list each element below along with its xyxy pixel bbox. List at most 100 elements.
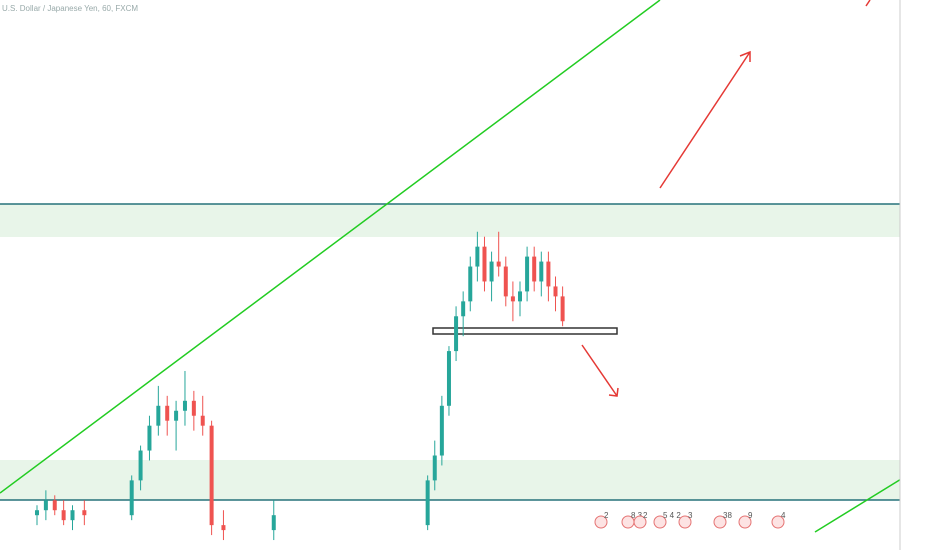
candle	[510, 281, 515, 322]
arrow	[581, 344, 618, 397]
zone	[0, 204, 900, 237]
candle	[271, 500, 276, 541]
candle	[475, 231, 480, 282]
range-box	[432, 327, 618, 335]
candle	[43, 490, 48, 521]
candle-body	[191, 400, 196, 416]
candle-body	[221, 525, 226, 531]
event-icon	[713, 515, 727, 529]
candle-body	[138, 450, 143, 481]
candle	[147, 415, 152, 461]
trend-line	[0, 0, 661, 494]
candle	[517, 281, 522, 317]
candle	[129, 475, 134, 521]
candle-body	[468, 266, 473, 302]
candle-body	[165, 405, 170, 421]
candle-body	[503, 266, 508, 297]
price-axis	[900, 0, 932, 550]
zone	[0, 460, 900, 500]
event-icon	[738, 515, 752, 529]
candle	[482, 236, 487, 292]
candle-body	[147, 425, 152, 451]
candle-body	[482, 246, 487, 282]
candle-body	[156, 405, 161, 426]
candle	[454, 306, 459, 362]
event-label: 38	[723, 511, 732, 520]
candle	[191, 390, 196, 431]
candle	[156, 385, 161, 436]
event-label: 9	[748, 511, 753, 520]
candle-body	[525, 256, 530, 292]
event-label: 2	[604, 511, 609, 520]
candle	[461, 291, 466, 337]
candle	[546, 251, 551, 302]
candle	[496, 231, 501, 277]
candle-body	[475, 246, 480, 267]
candle	[209, 420, 214, 536]
event-label: 8 3	[631, 511, 643, 520]
candle-body	[52, 500, 57, 511]
candle-body	[439, 405, 444, 456]
candle-body	[200, 415, 205, 426]
candle-body	[496, 261, 501, 267]
candle-body	[182, 400, 187, 411]
event-icon	[633, 515, 647, 529]
candle	[165, 395, 170, 436]
candle	[34, 505, 39, 526]
candles	[34, 231, 565, 541]
candle	[174, 400, 179, 451]
arrow	[865, 0, 871, 7]
candle-body	[553, 286, 558, 297]
candle-body	[539, 261, 544, 282]
candle	[432, 440, 437, 491]
candle-body	[82, 510, 87, 516]
candle	[82, 500, 87, 526]
candle-body	[510, 296, 515, 302]
candle-body	[70, 510, 75, 521]
candle	[61, 500, 66, 526]
candle-body	[454, 316, 459, 352]
candle-body	[43, 500, 48, 511]
candle	[553, 276, 558, 312]
candle-body	[129, 480, 134, 516]
event-icon	[653, 515, 667, 529]
candle-body	[425, 480, 430, 526]
arrow-head	[739, 50, 751, 62]
candle-body	[446, 351, 451, 406]
candle-body	[61, 510, 66, 521]
candle-body	[489, 261, 494, 282]
arrows	[581, 0, 871, 397]
event-icon	[771, 515, 785, 529]
candle	[539, 251, 544, 297]
candle-body	[461, 301, 466, 317]
event-icon	[594, 515, 608, 529]
event-icon	[678, 515, 692, 529]
candle	[138, 445, 143, 491]
candle-body	[517, 291, 522, 302]
candle-body	[560, 296, 565, 322]
event-label: 2	[643, 511, 648, 520]
candle	[446, 346, 451, 416]
candle	[52, 495, 57, 516]
candle	[489, 251, 494, 302]
candle	[200, 395, 205, 436]
candle	[468, 256, 473, 312]
candle-body	[546, 261, 551, 287]
candle-body	[174, 410, 179, 421]
candle-body	[34, 510, 39, 516]
candle	[532, 246, 537, 292]
chart-title: U.S. Dollar / Japanese Yen, 60, FXCM	[2, 4, 138, 13]
candle	[560, 286, 565, 327]
event-label: 5 4 2	[663, 511, 681, 520]
candle	[70, 505, 75, 531]
candle-body	[432, 455, 437, 481]
candle	[425, 475, 430, 531]
candle	[221, 510, 226, 541]
arrow	[659, 51, 751, 189]
candle	[182, 370, 187, 426]
candle	[439, 395, 444, 466]
candle	[525, 246, 530, 302]
